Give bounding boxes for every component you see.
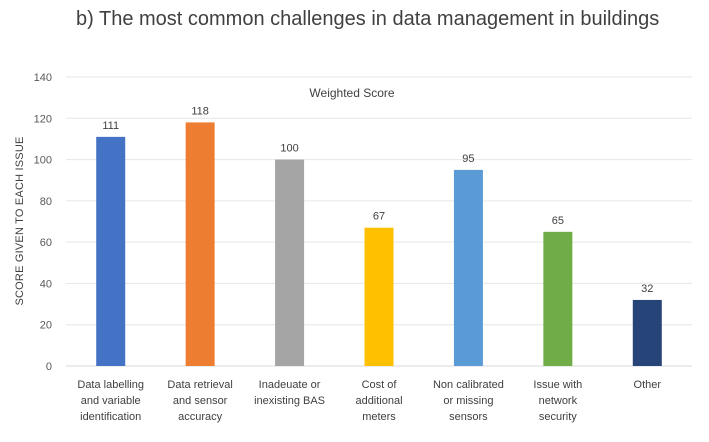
y-tick-label: 20	[40, 320, 52, 332]
bar	[275, 159, 305, 366]
x-category-label-line: Other	[634, 379, 662, 391]
y-tick-label: 0	[46, 361, 52, 373]
x-category-label-line: accuracy	[178, 411, 223, 423]
x-category-label-line: security	[539, 411, 577, 423]
data-labels: 111 118 100 67 95 65 32	[102, 105, 653, 295]
y-tick-label: 140	[34, 72, 52, 84]
x-category-label-line: Data labelling	[77, 379, 144, 391]
x-category-label-line: and variable	[81, 395, 141, 407]
x-category-label-line: network	[539, 395, 578, 407]
x-category-label-line: and sensor	[173, 395, 228, 407]
x-category-label: Data labelling and variable identification	[77, 379, 144, 423]
x-category-label-line: or missing	[443, 395, 493, 407]
data-label: 100	[280, 143, 298, 155]
x-category-label-line: additional	[355, 395, 402, 407]
x-category-label-line: meters	[362, 411, 396, 423]
x-axis-categories: Data labelling and variable identification…	[77, 379, 661, 423]
data-label: 65	[552, 215, 564, 227]
x-category-label: Cost of additional meters	[355, 379, 402, 423]
bar	[185, 122, 215, 367]
x-category-label-line: Issue with	[533, 379, 582, 391]
y-axis-label: SCORE GIVEN TO EACH ISSUE	[14, 136, 26, 305]
x-category-label-line: identification	[80, 411, 141, 423]
y-tick-label: 80	[40, 196, 52, 208]
bar	[453, 169, 483, 366]
data-label: 111	[102, 120, 119, 132]
y-tick-label: 100	[34, 155, 52, 167]
y-tick-label: 40	[40, 278, 52, 290]
y-tick-label: 120	[34, 113, 52, 125]
y-tick-label: 60	[40, 237, 52, 249]
y-axis-ticks: 0 20 40 60 80 100 120 140	[34, 72, 52, 373]
x-category-label-line: Non calibrated	[433, 379, 504, 391]
bar	[364, 227, 394, 366]
x-category-label: Data retrieval and sensor accuracy	[167, 379, 232, 423]
x-category-label-line: Inadeuate or	[259, 379, 321, 391]
bar	[96, 136, 126, 366]
x-category-label-line: Data retrieval	[167, 379, 232, 391]
x-category-label-line: inexisting BAS	[254, 395, 325, 407]
x-category-label: Other	[634, 379, 662, 391]
data-label: 95	[462, 153, 474, 165]
bars	[96, 122, 662, 367]
x-category-label-line: sensors	[449, 411, 488, 423]
x-category-label: Non calibrated or missing sensors	[433, 379, 504, 423]
series-label: Weighted Score	[309, 86, 394, 100]
data-label: 118	[191, 105, 209, 117]
x-category-label-line: Cost of	[362, 379, 398, 391]
chart-title: b) The most common challenges in data ma…	[76, 8, 660, 30]
x-category-label: Inadeuate or inexisting BAS	[254, 379, 325, 407]
bar	[543, 231, 573, 366]
bar	[632, 299, 662, 366]
data-label: 67	[373, 211, 385, 223]
data-label: 32	[641, 283, 653, 295]
x-category-label: Issue with network security	[533, 379, 582, 423]
